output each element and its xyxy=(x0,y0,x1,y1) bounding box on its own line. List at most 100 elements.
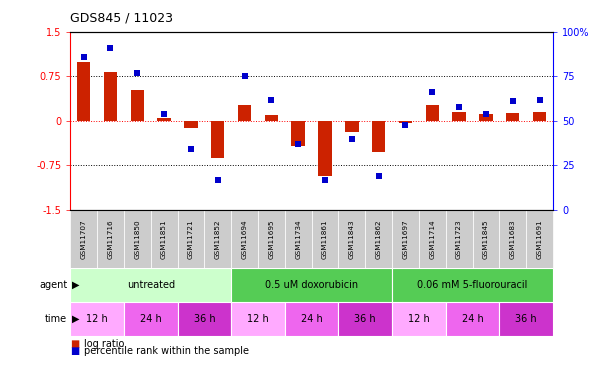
Point xyxy=(213,177,222,183)
Point xyxy=(481,111,491,117)
Text: GSM11716: GSM11716 xyxy=(108,219,114,259)
Bar xyxy=(158,118,171,121)
Point xyxy=(428,90,437,96)
Bar xyxy=(392,302,445,336)
Text: 12 h: 12 h xyxy=(408,314,430,324)
Text: 36 h: 36 h xyxy=(354,314,376,324)
Bar xyxy=(533,112,546,121)
Bar xyxy=(131,90,144,121)
Bar xyxy=(499,210,526,268)
Text: GDS845 / 11023: GDS845 / 11023 xyxy=(70,11,174,24)
Bar xyxy=(499,302,553,336)
Bar xyxy=(372,121,386,152)
Text: GSM11714: GSM11714 xyxy=(430,219,435,259)
Bar xyxy=(97,210,124,268)
Bar xyxy=(318,121,332,176)
Bar xyxy=(178,210,204,268)
Bar xyxy=(70,302,124,336)
Text: log ratio: log ratio xyxy=(84,339,124,349)
Point xyxy=(508,98,518,104)
Text: time: time xyxy=(45,314,67,324)
Point xyxy=(454,104,464,110)
Text: GSM11850: GSM11850 xyxy=(134,219,141,259)
Bar xyxy=(452,112,466,121)
Bar xyxy=(392,268,553,302)
Text: GSM11691: GSM11691 xyxy=(536,219,543,259)
Point xyxy=(266,97,276,103)
Bar xyxy=(185,121,197,128)
Text: 0.5 uM doxorubicin: 0.5 uM doxorubicin xyxy=(265,280,358,290)
Point xyxy=(374,173,384,179)
Bar xyxy=(472,210,499,268)
Bar xyxy=(445,210,472,268)
Text: 36 h: 36 h xyxy=(515,314,537,324)
Text: GSM11852: GSM11852 xyxy=(214,219,221,259)
Bar xyxy=(211,121,224,158)
Text: GSM11695: GSM11695 xyxy=(268,219,274,259)
Point xyxy=(347,136,357,142)
Text: untreated: untreated xyxy=(126,280,175,290)
Bar xyxy=(506,113,519,121)
Bar xyxy=(231,210,258,268)
Text: GSM11734: GSM11734 xyxy=(295,219,301,259)
Bar xyxy=(479,114,492,121)
Bar xyxy=(345,121,359,132)
Bar xyxy=(151,210,178,268)
Point xyxy=(401,122,411,128)
Text: GSM11845: GSM11845 xyxy=(483,219,489,259)
Point xyxy=(320,177,330,183)
Point xyxy=(133,70,142,76)
Text: 24 h: 24 h xyxy=(140,314,161,324)
Text: GSM11697: GSM11697 xyxy=(403,219,409,259)
Text: 0.06 mM 5-fluorouracil: 0.06 mM 5-fluorouracil xyxy=(417,280,528,290)
Text: GSM11683: GSM11683 xyxy=(510,219,516,259)
Bar xyxy=(365,210,392,268)
Text: ■: ■ xyxy=(70,346,79,356)
Bar xyxy=(445,302,499,336)
Point xyxy=(106,45,115,51)
Text: ▶: ▶ xyxy=(71,280,79,290)
Bar xyxy=(124,302,178,336)
Text: 12 h: 12 h xyxy=(86,314,108,324)
Bar xyxy=(392,210,419,268)
Text: agent: agent xyxy=(39,280,67,290)
Bar xyxy=(104,72,117,121)
Text: GSM11723: GSM11723 xyxy=(456,219,462,259)
Text: GSM11861: GSM11861 xyxy=(322,219,328,259)
Point xyxy=(186,146,196,152)
Text: ■: ■ xyxy=(70,339,79,349)
Bar xyxy=(70,210,97,268)
Point xyxy=(240,74,249,80)
Text: 24 h: 24 h xyxy=(462,314,483,324)
Bar xyxy=(231,302,285,336)
Bar xyxy=(70,268,231,302)
Bar xyxy=(231,268,392,302)
Text: GSM11843: GSM11843 xyxy=(349,219,355,259)
Text: ▶: ▶ xyxy=(71,314,79,324)
Text: 24 h: 24 h xyxy=(301,314,323,324)
Bar xyxy=(338,210,365,268)
Point xyxy=(159,111,169,117)
Bar xyxy=(426,105,439,121)
Text: 12 h: 12 h xyxy=(247,314,269,324)
Point xyxy=(535,97,544,103)
Point xyxy=(293,141,303,147)
Bar xyxy=(285,210,312,268)
Bar xyxy=(291,121,305,146)
Bar xyxy=(399,121,412,123)
Text: GSM11694: GSM11694 xyxy=(241,219,247,259)
Text: GSM11721: GSM11721 xyxy=(188,219,194,259)
Bar xyxy=(238,105,251,121)
Bar xyxy=(338,302,392,336)
Bar xyxy=(312,210,338,268)
Text: GSM11851: GSM11851 xyxy=(161,219,167,259)
Point xyxy=(79,54,89,60)
Bar xyxy=(124,210,151,268)
Bar xyxy=(258,210,285,268)
Bar xyxy=(265,115,278,121)
Bar xyxy=(285,302,338,336)
Text: GSM11862: GSM11862 xyxy=(376,219,382,259)
Text: GSM11707: GSM11707 xyxy=(81,219,87,259)
Text: percentile rank within the sample: percentile rank within the sample xyxy=(84,346,249,356)
Bar xyxy=(526,210,553,268)
